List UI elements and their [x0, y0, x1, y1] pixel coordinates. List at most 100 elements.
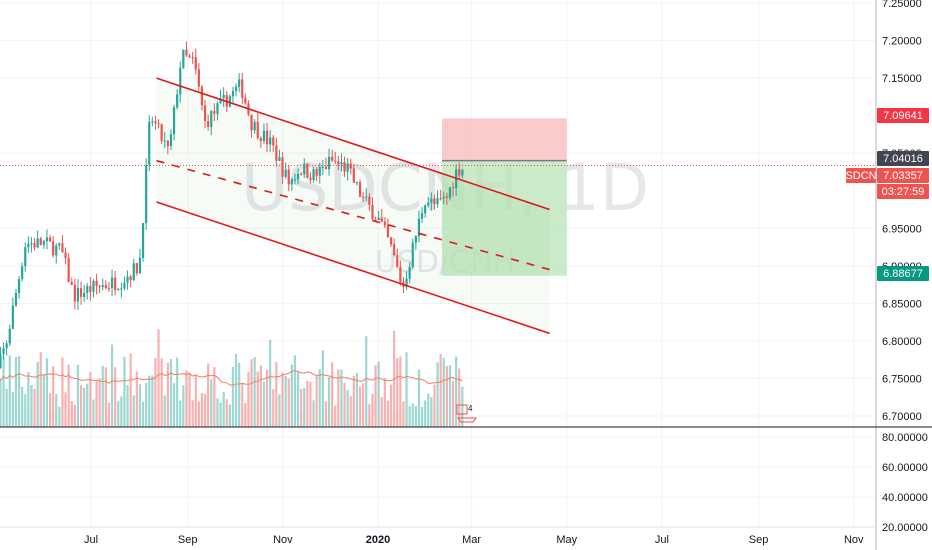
volume-bar	[436, 362, 439, 427]
candle-body	[203, 105, 207, 121]
volume-bar	[272, 389, 275, 427]
candle-body	[36, 238, 39, 248]
price-tick-label: 6.85000	[882, 298, 922, 310]
candle-body	[104, 285, 107, 288]
channel-lower-line[interactable]	[156, 201, 550, 335]
stop-loss-zone[interactable]	[441, 118, 567, 161]
candle-body	[95, 280, 98, 286]
volume-bar	[117, 401, 120, 427]
volume-bar	[424, 400, 427, 427]
candle-body	[346, 163, 349, 172]
candle-body	[179, 67, 182, 95]
candle-body	[383, 221, 386, 226]
volume-bar	[207, 363, 210, 427]
price-tick-label: 6.70000	[882, 411, 922, 423]
svg-text:03:27:59: 03:27:59	[882, 186, 925, 198]
volume-bar	[163, 395, 166, 427]
volume-bar	[365, 336, 368, 427]
candle-body	[448, 187, 452, 198]
candle-body	[287, 169, 290, 185]
channel-upper-line[interactable]	[156, 77, 550, 211]
price-tick-label: 7.20000	[882, 36, 922, 48]
candle-body	[318, 167, 321, 176]
volume-bar	[405, 352, 408, 427]
volume-bar	[234, 353, 238, 427]
candle-body	[278, 157, 281, 161]
candle-body	[92, 280, 95, 292]
channel-middle-line[interactable]	[156, 159, 550, 271]
candle-body	[86, 286, 89, 293]
candle-body	[120, 288, 123, 290]
candle-body	[5, 343, 8, 349]
volume-bar	[331, 362, 334, 427]
volume-bar	[259, 365, 262, 427]
volume-legend-marker[interactable]: 4	[456, 404, 477, 423]
candle-body	[70, 281, 73, 285]
candle-body	[352, 168, 355, 183]
volume-bar	[318, 369, 321, 427]
candle-body	[451, 187, 455, 189]
candle-body	[396, 255, 399, 267]
volume-bar	[300, 388, 303, 427]
candle-body	[222, 94, 225, 99]
candle-body	[141, 223, 145, 258]
trend-channel[interactable]	[156, 77, 550, 335]
volume-bar	[340, 369, 343, 427]
volume-bar	[455, 356, 458, 427]
svg-text:USDCNH: USDCNH	[837, 170, 884, 182]
candle-body	[151, 121, 154, 123]
candle-body	[393, 244, 396, 256]
candle-body	[405, 278, 408, 288]
volume-bar	[380, 397, 383, 427]
volume-bar	[337, 369, 340, 427]
time-tick-label: 2020	[366, 534, 390, 546]
volume-bar	[27, 372, 30, 427]
volume-bar	[95, 380, 98, 427]
candle-body	[89, 286, 92, 292]
candle-body	[76, 288, 80, 302]
volume-bar	[253, 357, 256, 427]
volume-bar	[179, 400, 182, 427]
symbol-badge: USDCNH	[837, 168, 885, 183]
candle-body	[107, 287, 111, 289]
long-position-tool[interactable]	[156, 78, 567, 334]
volume-tick-label: 20.00000	[882, 522, 928, 534]
volume-bar	[126, 385, 129, 427]
candle-body	[303, 164, 306, 175]
volume-bar	[92, 399, 95, 427]
candle-body	[408, 266, 411, 279]
volume-bar	[141, 401, 145, 427]
svg-text:6.88677: 6.88677	[883, 268, 923, 280]
volume-bar	[200, 393, 204, 427]
volume-bar	[104, 367, 107, 427]
volume-bar	[334, 405, 337, 427]
candle-body	[414, 236, 417, 243]
last-price-badge: 7.03357	[877, 168, 929, 183]
candle-body	[362, 196, 365, 198]
candle-body	[207, 120, 210, 127]
candle-body	[145, 165, 148, 224]
volume-bar	[154, 358, 157, 427]
candle-body	[439, 198, 442, 200]
candle-body	[216, 103, 219, 114]
volume-bar	[70, 400, 73, 427]
candle-body	[445, 196, 448, 198]
time-axis[interactable]: Jul Sep Nov 2020 Mar May Jul Sep Nov	[84, 534, 864, 546]
volume-bar	[420, 406, 424, 427]
volume-bar	[135, 371, 138, 427]
candle-body	[371, 204, 374, 220]
candle-body	[358, 182, 362, 197]
volume-bar	[213, 367, 216, 427]
volume-axis[interactable]: 80.00000 60.00000 40.00000 20.00000	[882, 432, 928, 534]
volume-bar	[216, 398, 219, 427]
volume-bar	[275, 362, 278, 427]
volume-bar	[148, 375, 151, 427]
candle-body	[101, 285, 104, 288]
volume-bar	[414, 405, 417, 427]
candle-body	[172, 107, 176, 135]
volume-tick-label: 40.00000	[882, 492, 928, 504]
volume-bar	[222, 391, 225, 427]
candle-body	[340, 162, 343, 164]
volume-bar	[219, 402, 222, 427]
